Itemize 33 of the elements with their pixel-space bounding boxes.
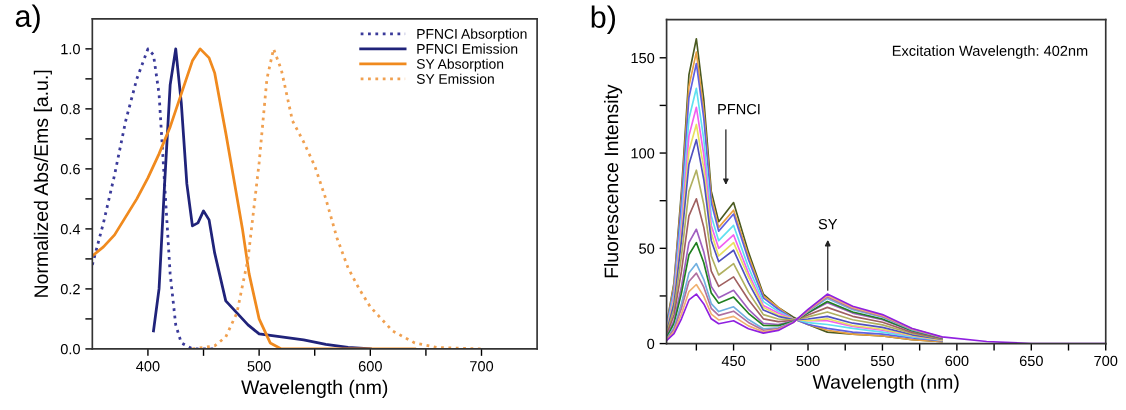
x-tick-label: 600	[945, 355, 969, 367]
x-axis-title: Wavelength (nm)	[241, 379, 388, 398]
y-tick-label: 0.2	[60, 284, 80, 295]
x-tick-label: 600	[358, 361, 382, 372]
x-tick-label: 700	[470, 361, 494, 372]
x-tick-label: 500	[247, 361, 271, 372]
y-axis-title: Normalized Abs/Ems [a.u.]	[33, 70, 52, 297]
annotation: Excitation Wavelength: 402nm	[892, 45, 1088, 59]
x-tick-label: 650	[1019, 355, 1043, 367]
legend-label: SY Absorption	[416, 58, 504, 72]
legend-label: PFNCI Emission	[417, 43, 518, 54]
y-tick-label: 0	[647, 338, 655, 350]
x-axis-title: Wavelength (nm)	[812, 374, 959, 393]
text: 1.0	[61, 43, 80, 55]
y-tick-label: 100	[631, 148, 655, 159]
x-tick-label: 700	[1094, 355, 1118, 367]
y-axis-title: Fluorescence Intensity	[604, 84, 623, 278]
y-tick-label: 0.6	[60, 163, 80, 175]
x-tick-label: 500	[796, 355, 820, 367]
x-tick-label: 550	[870, 355, 895, 367]
annotation: PFNCI	[718, 103, 760, 115]
y-tick-label: 50	[639, 243, 655, 254]
legend-label: PFNCI Absorption	[417, 28, 527, 42]
legend-label: SY Emission	[416, 73, 494, 84]
text: 0.0	[60, 344, 80, 355]
x-tick-label: 400	[136, 361, 160, 372]
chart-title: b)	[591, 5, 616, 34]
y-tick-label: 0.8	[60, 103, 80, 115]
y-tick-label: 0.4	[60, 223, 81, 235]
annotation: SY	[818, 218, 838, 230]
x-tick-label: 450	[721, 355, 746, 367]
y-tick-label: 150	[631, 52, 655, 64]
chart-title: a)	[15, 4, 40, 34]
